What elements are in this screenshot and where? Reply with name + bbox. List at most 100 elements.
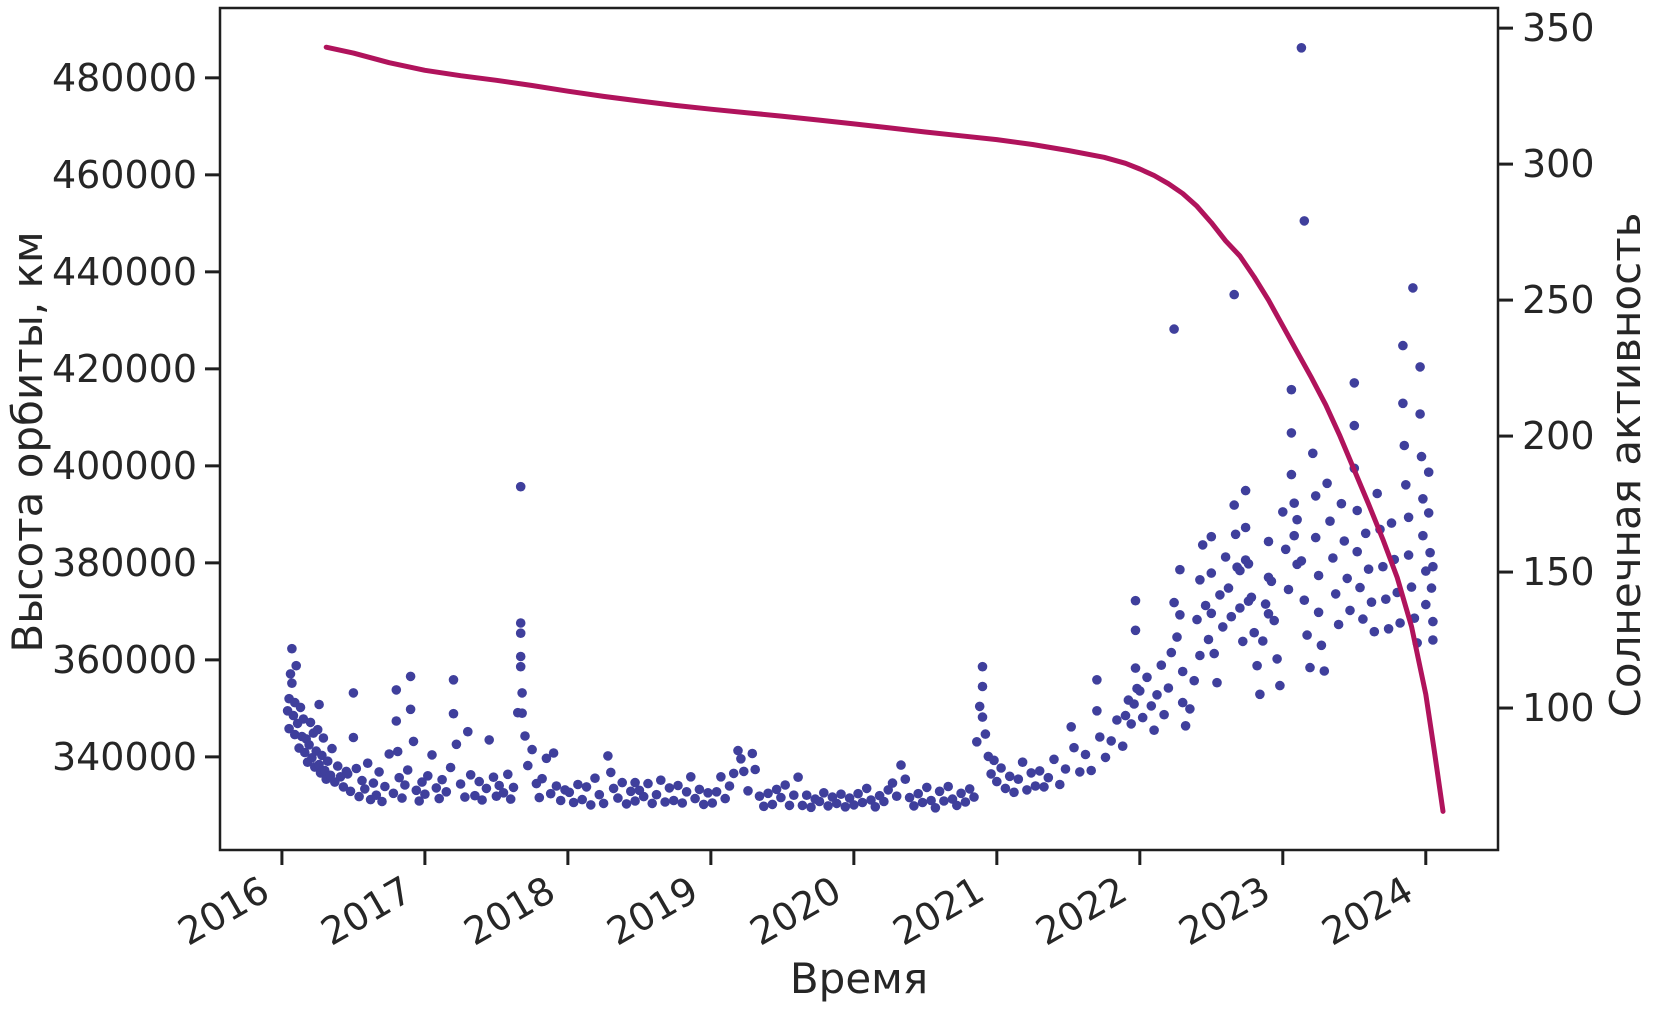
- scatter-point: [460, 792, 470, 802]
- scatter-point: [763, 788, 773, 799]
- scatter-point: [515, 618, 526, 628]
- scatter-point: [638, 791, 649, 802]
- scatter-point: [1280, 544, 1291, 555]
- scatter-point: [1286, 469, 1297, 480]
- scatter-point: [318, 733, 329, 743]
- scatter-point: [1305, 662, 1315, 673]
- scatter-point: [1152, 690, 1162, 700]
- scatter-point: [1428, 616, 1438, 627]
- scatter-point: [420, 789, 430, 799]
- scatter-point: [1130, 595, 1141, 606]
- scatter-point: [849, 800, 859, 810]
- scatter-point: [720, 793, 730, 804]
- scatter-point: [1112, 715, 1122, 725]
- x-tick-label: 2021: [886, 868, 992, 954]
- scatter-point: [1195, 575, 1205, 585]
- y-left-tick-label: 480000: [52, 56, 197, 100]
- scatter-point: [1322, 478, 1332, 489]
- scatter-point: [1299, 216, 1310, 226]
- scatter-point: [784, 800, 795, 811]
- scatter-point: [1169, 324, 1179, 334]
- scatter-point: [681, 787, 692, 797]
- scatter-point: [1366, 597, 1377, 607]
- x-tick-label: 2016: [171, 868, 277, 954]
- scatter-point: [371, 790, 382, 800]
- scatter-point: [523, 760, 533, 771]
- scatter-point: [300, 747, 310, 758]
- scatter-point: [1049, 754, 1059, 765]
- scatter-point: [1406, 582, 1417, 592]
- scatter-point: [405, 704, 416, 715]
- scatter-point: [1223, 583, 1234, 593]
- scatter-point: [613, 793, 623, 803]
- scatter-point: [1349, 420, 1360, 431]
- scatter-point: [793, 772, 803, 782]
- scatter-point: [1299, 595, 1310, 605]
- scatter-point: [969, 792, 979, 802]
- scatter-point: [515, 628, 526, 638]
- scatter-point: [417, 777, 427, 787]
- scatter-point: [1212, 677, 1222, 688]
- scatter-point: [1192, 614, 1202, 625]
- scatter-point: [455, 779, 466, 789]
- scatter-point: [581, 782, 592, 792]
- scatter-point: [1080, 749, 1091, 760]
- scatter-series: [282, 43, 1438, 813]
- scatter-point: [397, 793, 407, 803]
- scatter-point: [1283, 584, 1294, 595]
- scatter-point: [548, 748, 559, 758]
- scatter-point: [357, 775, 367, 786]
- scatter-point: [1378, 561, 1388, 572]
- scatter-point: [747, 748, 758, 759]
- scatter-point: [1066, 722, 1076, 732]
- scatter-point: [345, 786, 356, 797]
- x-tick-label: 2020: [743, 868, 849, 954]
- scatter-point: [1355, 582, 1365, 593]
- scatter-point: [1363, 564, 1374, 574]
- scatter-point: [1092, 675, 1102, 685]
- scatter-point: [295, 702, 306, 713]
- scatter-point: [1252, 660, 1262, 671]
- scatter-point: [515, 651, 526, 662]
- scatter-point: [922, 782, 932, 793]
- scatter-point: [1313, 607, 1324, 618]
- scatter-point: [836, 789, 846, 799]
- scatter-point: [354, 791, 364, 802]
- scatter-point: [448, 708, 459, 719]
- scatter-point: [448, 675, 459, 685]
- scatter-point: [1004, 771, 1015, 782]
- scatter-point: [698, 799, 709, 810]
- scatter-point: [541, 753, 552, 764]
- scatter-point: [527, 744, 537, 755]
- scatter-point: [1401, 480, 1411, 490]
- scatter-point: [1185, 704, 1195, 714]
- scatter-point: [673, 780, 683, 791]
- scatter-point: [1328, 553, 1338, 563]
- scatter-point: [305, 717, 316, 728]
- scatter-point: [298, 714, 309, 724]
- scatter-point: [1269, 615, 1279, 626]
- scatter-point: [1342, 573, 1352, 584]
- scatter-point: [1149, 725, 1159, 735]
- scatter-point: [1197, 540, 1208, 550]
- scatter-point: [1200, 600, 1211, 611]
- scatter-point: [474, 776, 485, 787]
- scatter-point: [1013, 774, 1024, 784]
- scatter-point: [362, 758, 373, 768]
- scatter-point: [1352, 546, 1362, 557]
- scatter-point: [1022, 785, 1032, 795]
- y-left-tick-label: 380000: [52, 541, 197, 585]
- scatter-point: [814, 796, 825, 807]
- scatter-point: [1226, 611, 1237, 622]
- scatter-point: [831, 798, 842, 809]
- scatter-point: [288, 710, 299, 721]
- scatter-point: [1235, 565, 1245, 576]
- scatter-point: [870, 802, 881, 812]
- scatter-point: [900, 774, 911, 784]
- scatter-point: [1060, 764, 1071, 774]
- scatter-point: [515, 481, 526, 492]
- scatter-point: [1421, 566, 1431, 576]
- scatter-point: [819, 788, 829, 798]
- scatter-point: [621, 799, 632, 809]
